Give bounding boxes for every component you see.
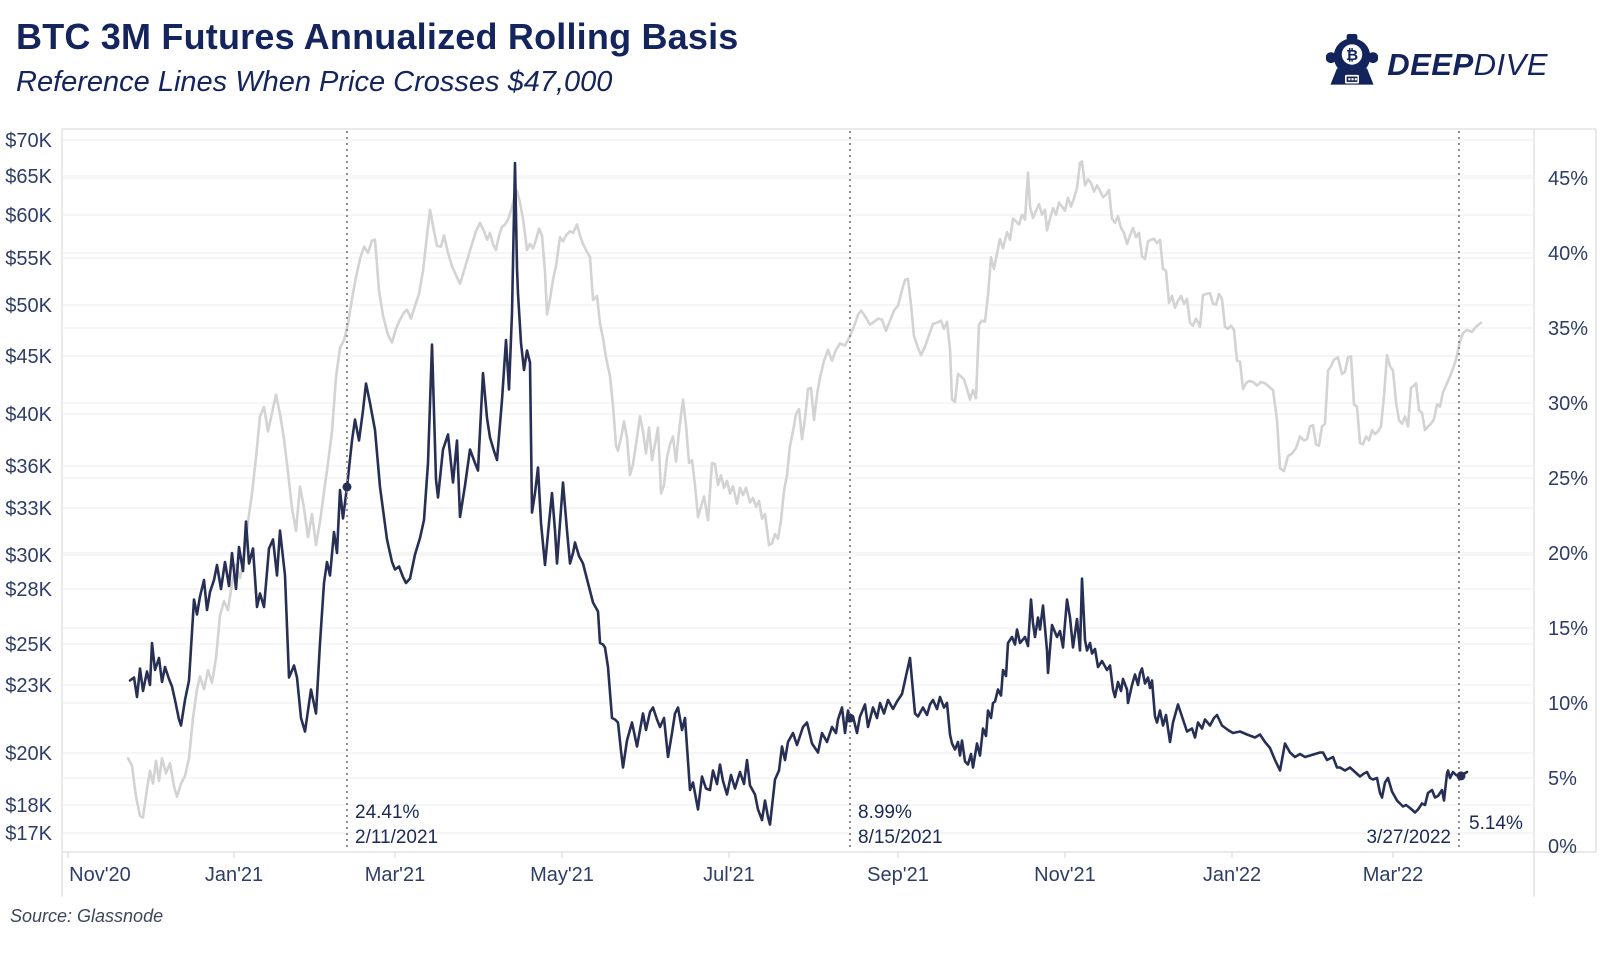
price-tick-label: $33K: [5, 498, 52, 520]
basis-tick-label: 20%: [1548, 543, 1588, 565]
price-tick-label: $50K: [5, 295, 52, 317]
deepdive-logo: ₿ DEEPDIVE: [1325, 34, 1548, 95]
month-label: Nov'20: [69, 864, 131, 886]
price-tick-label: $28K: [5, 579, 52, 601]
reference-date-label: 8/15/2021: [858, 827, 943, 848]
plot-border: [61, 128, 1535, 853]
month-label: May'21: [530, 864, 594, 886]
month-label: Jan'21: [205, 864, 263, 886]
logo-text-dive: DIVE: [1473, 46, 1548, 82]
month-label: Nov'21: [1034, 864, 1096, 886]
price-tick-label: $65K: [5, 166, 52, 188]
price-tick-label: $23K: [5, 675, 52, 697]
reference-date-label: 2/11/2021: [355, 827, 438, 848]
price-tick-label: $18K: [5, 795, 52, 817]
reference-date-label: 3/27/2022: [1366, 827, 1451, 848]
logo-wordmark: DEEPDIVE: [1387, 47, 1548, 83]
reference-pct-label: 24.41%: [355, 802, 420, 823]
basis-tick-label: 25%: [1548, 468, 1588, 490]
futures-basis-line: [128, 161, 1469, 826]
price-tick-label: $36K: [5, 456, 52, 478]
reference-pct-label: 5.14%: [1469, 813, 1523, 834]
svg-text:₿: ₿: [1346, 47, 1358, 64]
price-tick-label: $30K: [5, 545, 52, 567]
price-tick-label: $70K: [5, 130, 52, 152]
source-note: Source: Glassnode: [10, 906, 164, 926]
basis-tick-label: 45%: [1548, 168, 1588, 190]
reference-pct-label: 8.99%: [858, 802, 912, 823]
month-label: Mar'21: [365, 864, 426, 886]
btc-price-line: [126, 160, 1483, 819]
month-label: Jul'21: [703, 864, 755, 886]
price-tick-label: $60K: [5, 205, 52, 227]
price-tick-label: $55K: [5, 248, 52, 270]
month-label: Mar'22: [1363, 864, 1424, 886]
price-tick-label: $40K: [5, 404, 52, 426]
page-title: BTC 3M Futures Annualized Rolling Basis: [16, 16, 739, 57]
page-subtitle: Reference Lines When Price Crosses $47,0…: [16, 66, 613, 98]
crossing-dot: [1456, 771, 1466, 781]
basis-tick-label: 10%: [1548, 693, 1588, 715]
diving-helmet-icon: ₿: [1325, 34, 1379, 95]
price-tick-label: $45K: [5, 346, 52, 368]
basis-tick-label: 5%: [1548, 768, 1577, 790]
month-label: Sep'21: [867, 864, 929, 886]
basis-tick-label: 30%: [1548, 393, 1588, 415]
price-tick-label: $25K: [5, 634, 52, 656]
price-tick-label: $20K: [5, 743, 52, 765]
basis-tick-label: 40%: [1548, 243, 1588, 265]
crossing-dot: [845, 713, 855, 723]
month-label: Jan'22: [1203, 864, 1261, 886]
crossing-dot: [342, 482, 352, 492]
basis-tick-label: 15%: [1548, 618, 1588, 640]
basis-tick-label: 0%: [1548, 836, 1577, 858]
basis-tick-label: 35%: [1548, 318, 1588, 340]
logo-text-deep: DEEP: [1387, 46, 1474, 82]
price-tick-label: $17K: [5, 823, 52, 845]
